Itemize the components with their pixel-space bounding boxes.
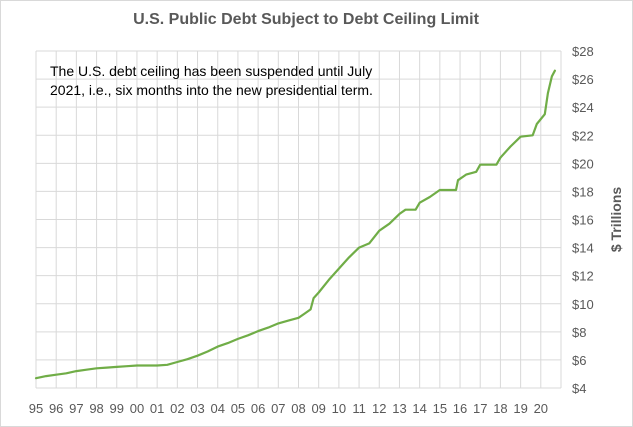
y-tick-label: $26 — [572, 72, 594, 87]
y-tick-label: $28 — [572, 44, 594, 59]
x-tick-label: 03 — [190, 401, 204, 416]
y-tick-label: $18 — [572, 184, 594, 199]
x-tick-label: 06 — [251, 401, 265, 416]
y-tick-label: $24 — [572, 100, 594, 115]
gridlines — [35, 50, 562, 389]
x-tick-label: 16 — [453, 401, 467, 416]
x-tick-label: 13 — [392, 401, 406, 416]
annotation-line-2: 2021, i.e., six months into the new pres… — [50, 82, 373, 98]
annotation-line-1: The U.S. debt ceiling has been suspended… — [50, 63, 372, 79]
y-tick-label: $6 — [572, 353, 586, 368]
y-tick-label: $12 — [572, 269, 594, 284]
x-tick-label: 17 — [473, 401, 487, 416]
x-tick-label: 08 — [291, 401, 305, 416]
x-tick-label: 97 — [69, 401, 83, 416]
y-tick-label: $10 — [572, 297, 594, 312]
y-tick-label: $22 — [572, 128, 594, 143]
x-tick-label: 14 — [412, 401, 426, 416]
y-tick-label: $16 — [572, 213, 594, 228]
x-tick-label: 07 — [271, 401, 285, 416]
y-tick-label: $4 — [572, 381, 586, 396]
y-tick-label: $14 — [572, 241, 594, 256]
x-tick-label: 12 — [372, 401, 386, 416]
y-axis-title: $ Trillions — [608, 187, 624, 253]
y-tick-label: $20 — [572, 156, 594, 171]
x-tick-label: 10 — [332, 401, 346, 416]
x-tick-label: 95 — [29, 401, 43, 416]
x-tick-label: 01 — [150, 401, 164, 416]
x-axis-tick-labels: 95 96 97 98 99 00 01 02 03 04 05 06 07 08 09 10 11 12 13 14… — [29, 401, 548, 416]
x-tick-label: 04 — [210, 401, 224, 416]
x-tick-label: 19 — [513, 401, 527, 416]
series-line-public-debt — [34, 69, 556, 380]
x-tick-label: 98 — [89, 401, 103, 416]
x-tick-label: 02 — [170, 401, 184, 416]
x-tick-label: 96 — [49, 401, 63, 416]
x-tick-label: 00 — [130, 401, 144, 416]
x-tick-label: 15 — [433, 401, 447, 416]
x-tick-label: 09 — [311, 401, 325, 416]
chart-title: U.S. Public Debt Subject to Debt Ceiling… — [133, 11, 479, 28]
annotation-box: The U.S. debt ceiling has been suspended… — [50, 63, 373, 98]
x-tick-label: 99 — [110, 401, 124, 416]
x-tick-label: 18 — [493, 401, 507, 416]
x-tick-label: 05 — [231, 401, 245, 416]
x-tick-label: 11 — [352, 401, 366, 416]
y-axis-tick-labels: $4 $6 $8 $10 $12 $14 $16 $18 $20 $22 $24 $26 $28 — [572, 44, 594, 396]
series-layer — [34, 69, 556, 380]
x-tick-label: 20 — [534, 401, 548, 416]
y-tick-label: $8 — [572, 325, 586, 340]
